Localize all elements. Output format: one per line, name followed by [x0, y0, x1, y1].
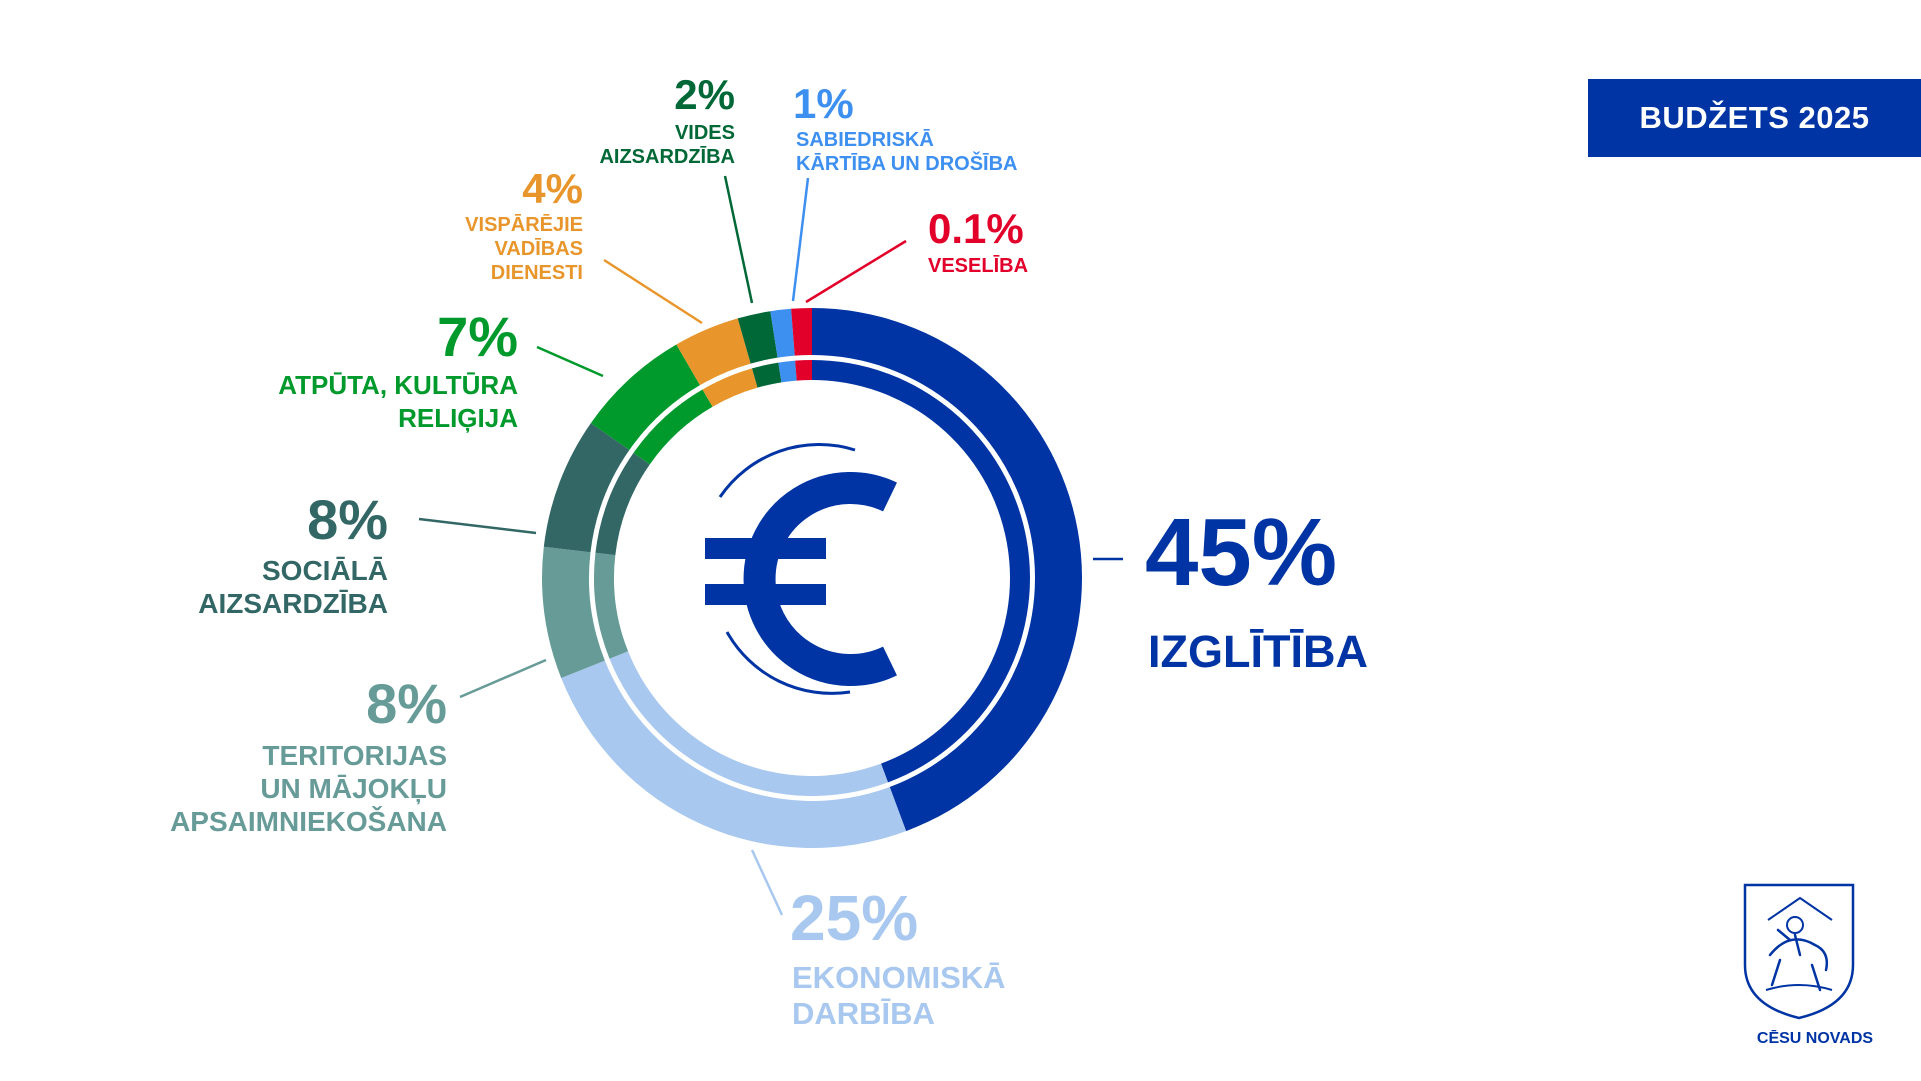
leader-line-sabiedriska-kartiba-un-drosiba: [791, 177, 810, 302]
leader-line-visparejie-vadibas-dienesti: [603, 258, 703, 325]
slice-label-ekonomiska-darbiba: EKONOMISKĀ DARBĪBA: [792, 960, 1006, 1031]
leader-line-vides-aizsardziba: [723, 175, 754, 304]
slice-label-visparejie-vadibas-dienesti: VISPĀRĒJIE VADĪBAS DIENESTI: [465, 214, 583, 284]
slice-outer-sociala-aizsardziba: [543, 423, 630, 553]
logo-text: CĒSU NOVADS: [1756, 1030, 1874, 1047]
slice-percent-sabiedriska-kartiba-un-drosiba: 1%: [793, 80, 854, 127]
slice-inner-atputa-kultura-religija: [633, 389, 713, 465]
slice-inner-sociala-aizsardziba: [595, 452, 650, 556]
slice-inner-visparejie-vadibas-dienesti: [702, 368, 758, 407]
slice-outer-teritorijas-un-majoklu-apsaimniekosana: [542, 546, 605, 678]
slice-inner-ekonomiska-darbiba: [609, 651, 888, 796]
slice-label-sociala-aizsardziba: SOCIĀLĀ AIZSARDZĪBA: [198, 555, 388, 619]
leader-line-ekonomiska-darbiba: [750, 849, 784, 916]
slice-outer-sabiedriska-kartiba-un-drosiba: [770, 308, 795, 358]
slice-percent-teritorijas-un-majoklu-apsaimniekosana: 8%: [366, 672, 447, 735]
slice-outer-vides-aizsardziba: [737, 311, 778, 364]
slice-label-atputa-kultura-religija: ATPŪTA, KULTŪRA RELIĢIJA: [278, 370, 518, 433]
leader-line-teritorijas-un-majoklu-apsaimniekosana: [459, 658, 547, 699]
slice-percent-ekonomiska-darbiba: 25%: [790, 882, 918, 954]
slice-outer-ekonomiska-darbiba: [561, 660, 907, 849]
slice-percent-veseliba: 0.1%: [928, 205, 1024, 252]
slice-percent-atputa-kultura-religija: 7%: [437, 305, 518, 368]
slice-label-teritorijas-un-majoklu-apsaimniekosana: TERITORIJAS UN MĀJOKĻU APSAIMNIEKOŠANA: [170, 740, 447, 837]
slice-inner-veseliba: [795, 360, 812, 381]
slice-label-izglitiba: IZGLĪTĪBA: [1148, 626, 1368, 677]
leader-line-sociala-aizsardziba: [418, 517, 537, 535]
coat-of-arms-icon: [1743, 883, 1855, 1020]
slice-outer-visparejie-vadibas-dienesti: [676, 318, 751, 386]
leader-line-atputa-kultura-religija: [536, 345, 604, 378]
slice-outer-izglitiba: [812, 308, 1082, 832]
slice-inner-teritorijas-un-majoklu-apsaimniekosana: [593, 552, 629, 659]
leader-line-veseliba: [805, 239, 907, 304]
slice-inner-sabiedriska-kartiba-un-drosiba: [778, 360, 797, 383]
slice-label-veseliba: VESELĪBA: [928, 255, 1028, 277]
budget-year-badge: BUDŽETS 2025: [1588, 79, 1921, 157]
outer-ring: [542, 308, 1082, 849]
slice-percent-izglitiba: 45%: [1145, 499, 1337, 606]
leader-lines: [418, 175, 1123, 916]
slice-inner-izglitiba: [812, 360, 1030, 783]
slice-inner-vides-aizsardziba: [752, 362, 782, 388]
slice-percent-vides-aizsardziba: 2%: [674, 71, 735, 118]
slice-percent-sociala-aizsardziba: 8%: [307, 488, 388, 551]
slice-outer-atputa-kultura-religija: [590, 344, 700, 451]
slice-percent-visparejie-vadibas-dienesti: 4%: [522, 165, 583, 212]
slice-outer-veseliba: [791, 308, 812, 356]
inner-ring: [593, 360, 1030, 796]
slice-label-vides-aizsardziba: VIDES AIZSARDZĪBA: [599, 122, 735, 168]
euro-icon: [705, 443, 897, 695]
slice-label-sabiedriska-kartiba-un-drosiba: SABIEDRISKĀ KĀRTĪBA UN DROŠĪBA: [796, 129, 1017, 175]
